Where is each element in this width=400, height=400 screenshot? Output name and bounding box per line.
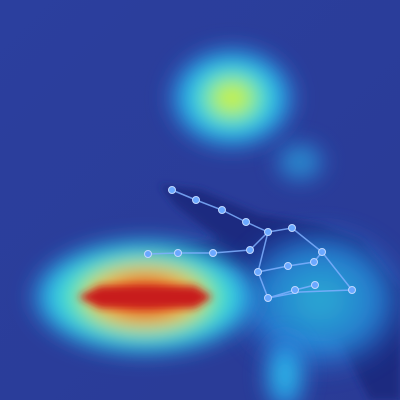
keypoint xyxy=(209,249,217,257)
keypoint xyxy=(318,248,326,256)
keypoint xyxy=(192,196,200,204)
heat-region xyxy=(270,137,330,187)
keypoint xyxy=(254,268,262,276)
keypoint xyxy=(288,224,296,232)
heat-core xyxy=(78,286,212,308)
keypoints xyxy=(144,186,356,302)
heat-region xyxy=(260,330,310,400)
heat-region xyxy=(225,220,400,380)
keypoint xyxy=(310,258,318,266)
keypoint xyxy=(264,228,272,236)
keypoint xyxy=(348,286,356,294)
keypoint xyxy=(246,246,254,254)
keypoint xyxy=(168,186,176,194)
keypoint xyxy=(284,262,292,270)
keypoint xyxy=(144,250,152,258)
keypoint xyxy=(242,218,250,226)
keypoint xyxy=(264,294,272,302)
keypoint xyxy=(174,249,182,257)
heat-spot xyxy=(164,43,300,153)
keypoint xyxy=(311,281,319,289)
bone xyxy=(257,251,323,273)
keypoint xyxy=(218,206,226,214)
bone xyxy=(267,227,353,291)
keypoint xyxy=(291,286,299,294)
